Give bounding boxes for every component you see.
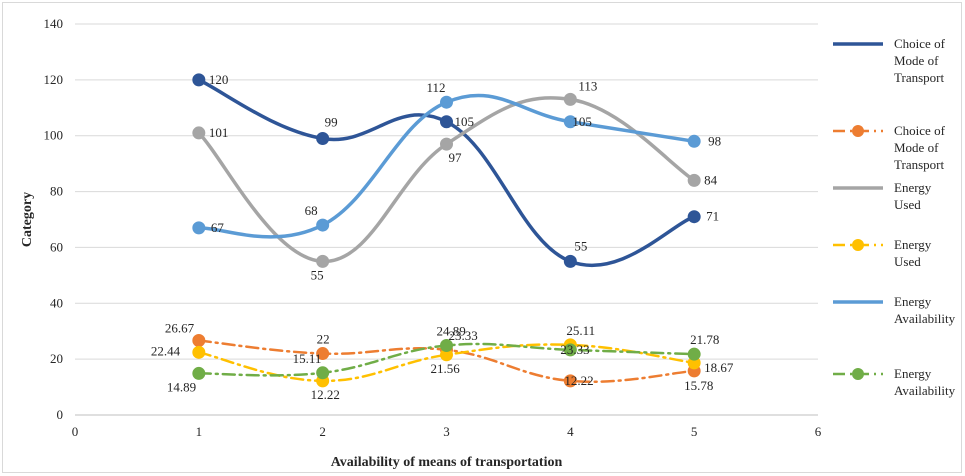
y-tick-label: 60 [50,239,63,254]
data-label: 21.56 [431,361,461,376]
data-label: 26.67 [165,321,195,336]
data-point [316,254,330,268]
y-tick-label: 120 [44,72,64,87]
data-label: 22 [317,332,330,347]
data-point [563,343,577,357]
y-tick-label: 0 [57,407,64,422]
data-label: 105 [455,114,475,129]
y-tick-label: 100 [44,128,64,143]
data-label: 105 [572,114,592,129]
data-label: 68 [305,203,318,218]
legend-entry: Choice of Mode of Transport [894,123,946,172]
y-axis-title: Category [20,192,35,247]
y-tick-label: 20 [50,351,63,366]
data-point [316,132,330,146]
legend: Choice of Mode of Transport Choice of Mode o… [833,36,956,398]
data-point [192,73,206,87]
data-label: 23.33 [560,342,589,357]
tick-labels: 0 20 40 60 80 100 120 140 0 1 2 3 4 5 6 [44,16,822,439]
gridlines [75,23,818,360]
data-points [192,73,701,388]
x-tick-label: 3 [443,424,450,439]
data-label: 22.44 [151,343,181,358]
data-point [440,95,453,109]
legend-marker [852,368,864,380]
data-label: 98 [708,133,721,148]
x-tick-label: 2 [319,424,326,439]
data-point [192,334,206,348]
data-label: 99 [325,115,338,130]
legend-marker [852,239,864,251]
y-tick-label: 140 [44,16,64,31]
data-label: 101 [209,125,229,140]
data-label: 112 [427,80,446,95]
data-point [316,366,330,380]
data-label: 25.11 [566,323,595,338]
data-label: 55 [574,238,587,253]
data-label: 21.78 [690,332,719,347]
legend-entry: Energy Used [894,180,932,212]
legend-entry: Energy Used [894,237,932,269]
series-line [197,96,696,264]
x-tick-label: 6 [815,424,822,439]
data-label: 15.78 [684,378,713,393]
data-point [687,134,701,148]
x-tick-label: 0 [72,424,79,439]
data-point [563,115,577,129]
data-point [687,210,701,224]
data-labels: 120 99 105 55 71 26.67 22 23.33 12.22 15.78 101 55 9… [151,72,734,402]
x-tick-label: 5 [691,424,698,439]
legend-marker [852,125,864,137]
data-point [687,347,701,361]
legend-entry: Energy Availability [894,366,956,398]
data-point [316,347,330,361]
data-point [563,374,577,388]
y-tick-label: 40 [50,295,63,310]
data-label: 14.89 [167,379,196,394]
data-label: 23.33 [449,328,478,343]
data-label: 12.22 [564,373,593,388]
data-point [563,254,577,268]
data-label: 12.22 [311,387,340,402]
data-label: 97 [449,150,463,165]
data-point [440,115,453,129]
data-label: 55 [311,267,324,282]
data-point [316,218,330,232]
data-point [440,137,453,151]
data-label: 67 [211,220,225,235]
data-label: 113 [578,78,597,93]
data-point [192,345,206,359]
data-label: 120 [209,72,229,87]
legend-entry: Choice of Mode of Transport [894,36,946,85]
y-tick-label: 80 [50,184,63,199]
data-point [192,221,206,235]
data-point [687,173,701,187]
data-label: 84 [704,172,718,187]
data-point [192,366,206,380]
data-point [440,338,453,352]
data-point [192,126,206,140]
x-axis-title: Availability of means of transportation [331,455,563,470]
data-label: 15.11 [293,351,322,366]
x-tick-label: 4 [567,424,574,439]
legend-entry: Energy Availability [894,294,956,326]
data-label: 24.89 [437,323,466,338]
data-label: 71 [706,209,719,224]
data-label: 18.67 [704,360,734,375]
x-tick-label: 1 [196,424,203,439]
data-point [563,92,577,106]
